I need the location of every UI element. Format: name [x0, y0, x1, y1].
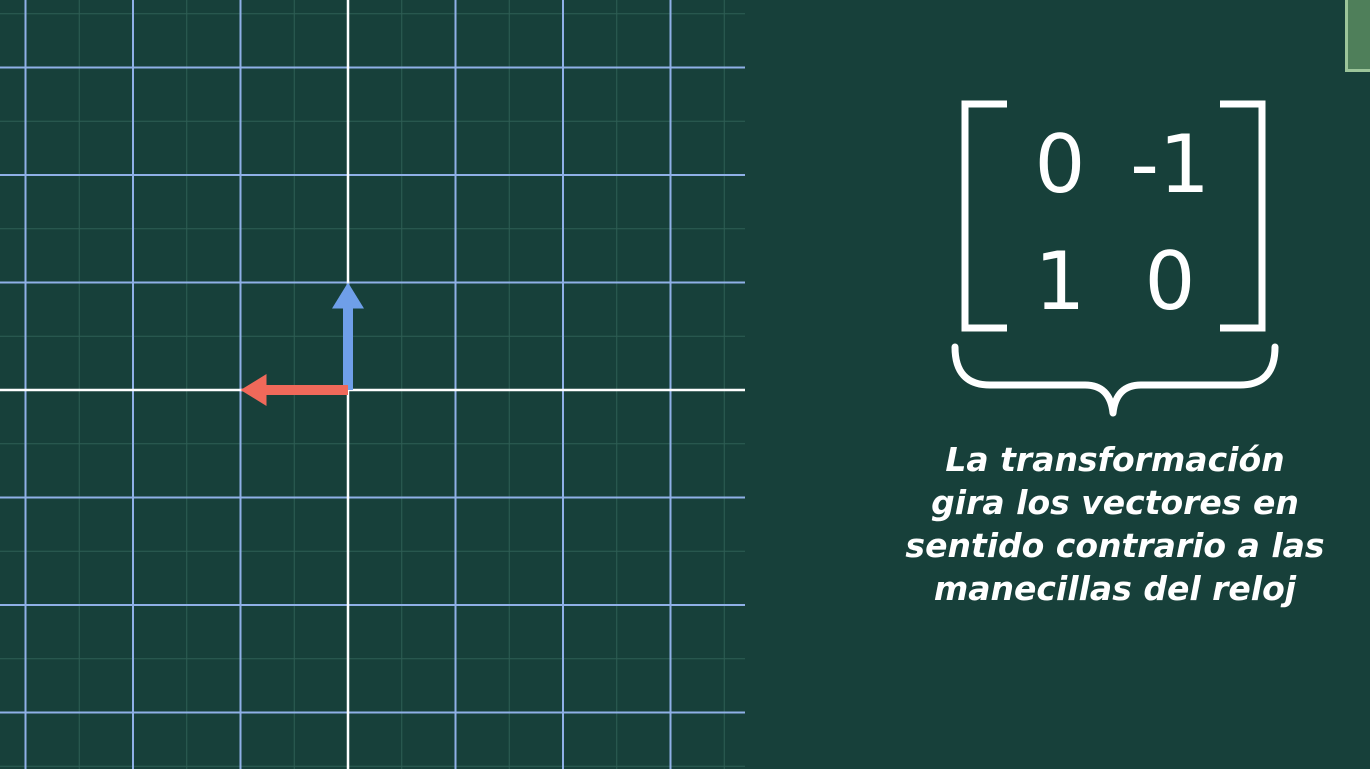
matrix-brackets	[951, 100, 1279, 417]
matrix-entry-r1c2: -1	[1130, 118, 1210, 211]
left-bracket	[961, 100, 1007, 332]
vectors	[240, 282, 364, 406]
curly-brace	[951, 343, 1279, 417]
red-vector-arrowhead	[240, 374, 267, 406]
blue-vector-arrowhead	[332, 282, 364, 309]
caption-line-1: La transformación	[945, 440, 1285, 479]
matrix: 0 -1 1 0	[950, 95, 1280, 425]
corner-tab	[1345, 0, 1370, 72]
caption-line-3: sentido contrario a las	[905, 526, 1325, 565]
coordinate-grid	[0, 0, 745, 769]
axes	[0, 0, 745, 769]
major-grid-lines	[0, 0, 745, 769]
caption: La transformación gira los vectores en s…	[880, 438, 1350, 610]
blue-vector	[332, 282, 364, 390]
right-bracket	[1220, 100, 1266, 332]
matrix-entry-r2c2: 0	[1144, 235, 1196, 328]
caption-line-4: manecillas del reloj	[933, 569, 1297, 608]
minor-grid-lines	[0, 0, 745, 769]
matrix-entry-r1c1: 0	[1034, 118, 1086, 211]
red-vector	[240, 374, 348, 406]
caption-line-2: gira los vectores en	[931, 483, 1299, 522]
matrix-entry-r2c1: 1	[1034, 235, 1086, 328]
